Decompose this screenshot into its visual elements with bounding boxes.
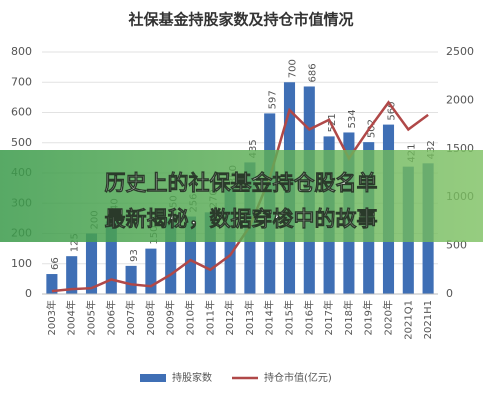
x-tick-label: 2012年: [223, 300, 236, 335]
bar: [165, 218, 177, 294]
y-tick-label: 700: [11, 75, 32, 88]
x-tick-label: 2016年: [302, 300, 315, 335]
banner-line: 最新揭秘，数据穿梭中的故事: [105, 207, 378, 231]
data-label: 597: [268, 90, 279, 109]
data-label: 66: [50, 257, 61, 270]
x-tick-label: 2017年: [322, 300, 335, 335]
data-label: 560: [387, 102, 398, 121]
y2-tick-label: 2500: [446, 45, 474, 58]
data-label: 521: [327, 113, 338, 132]
x-tick-label: 2021Q1: [403, 300, 414, 340]
legend-label: 持仓市值(亿元): [264, 371, 332, 384]
y-tick-label: 100: [11, 257, 32, 270]
bar: [145, 248, 157, 294]
data-label: 93: [129, 249, 140, 262]
y2-tick-label: 2000: [446, 93, 474, 106]
x-tick-label: 2008年: [144, 300, 157, 335]
x-tick-label: 2007年: [124, 300, 137, 335]
x-tick-label: 2009年: [164, 300, 177, 335]
legend-swatch: [140, 374, 166, 382]
x-tick-label: 2005年: [85, 300, 98, 335]
bar: [66, 256, 78, 294]
x-tick-label: 2015年: [283, 300, 296, 335]
x-tick-label: 2010年: [184, 300, 197, 335]
y-tick-label: 0: [25, 287, 32, 300]
x-tick-label: 2020年: [382, 300, 395, 335]
x-tick-label: 2006年: [104, 300, 117, 335]
bar: [105, 221, 117, 294]
banner: [0, 150, 483, 242]
data-label: 686: [307, 63, 318, 82]
x-tick-label: 2014年: [263, 300, 276, 335]
x-tick-label: 2011年: [203, 300, 216, 335]
bar: [204, 212, 216, 294]
y2-tick-label: 0: [446, 287, 453, 300]
x-tick-label: 2004年: [65, 300, 78, 335]
x-tick-label: 2021H1: [423, 300, 434, 339]
legend-label: 持股家数: [172, 371, 212, 384]
data-label: 502: [367, 119, 378, 138]
chart-title: 社保基金持股家数及持仓市值情况: [127, 11, 353, 29]
x-tick-label: 2018年: [342, 300, 355, 335]
data-label: 435: [248, 139, 259, 158]
banner-line: 历史上的社保基金持仓股名单: [105, 171, 378, 195]
bar: [85, 233, 98, 294]
x-tick-label: 2019年: [362, 300, 375, 335]
bar: [184, 216, 197, 294]
data-label: 700: [288, 59, 299, 78]
y-tick-label: 600: [11, 106, 32, 119]
data-label: 125: [70, 233, 81, 252]
x-tick-label: 2013年: [243, 300, 256, 335]
data-label: 432: [426, 140, 437, 159]
y-tick-label: 500: [11, 136, 32, 149]
bar: [125, 265, 137, 294]
bar: [46, 274, 58, 294]
y-tick-label: 800: [11, 45, 32, 58]
x-tick-label: 2003年: [45, 300, 58, 335]
data-label: 534: [347, 109, 358, 128]
